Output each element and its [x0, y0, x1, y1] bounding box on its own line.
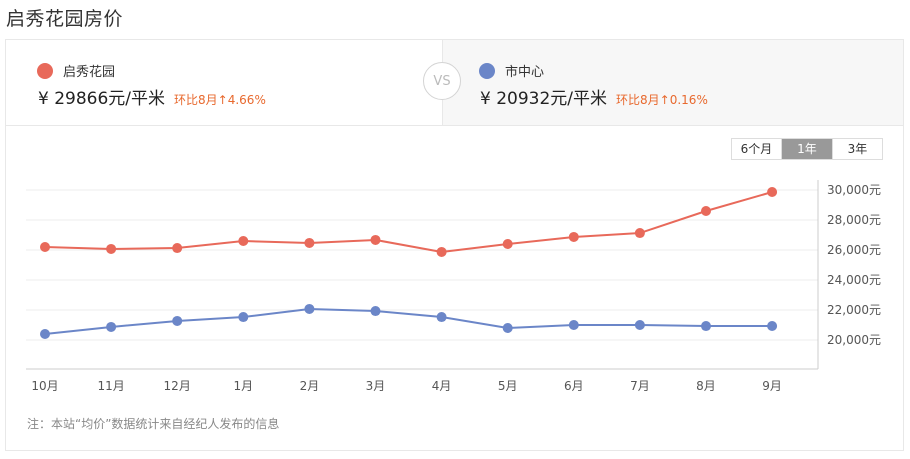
tab-6-months[interactable]: 6个月: [732, 139, 782, 159]
x-tick-label: 8月: [696, 379, 716, 393]
price-trend-chart: 20,000元 22,000元 24,000元 26,000元 28,000元 30,00…: [26, 180, 881, 393]
page-title: 启秀花园房价: [6, 8, 124, 30]
price-change: 环比8月↑4.66%: [174, 93, 266, 107]
price-change: 环比8月↑0.16%: [616, 93, 708, 107]
series-name: 市中心: [505, 65, 545, 80]
x-tick-label: 7月: [630, 379, 650, 393]
series-color-dot-icon: [479, 62, 495, 79]
x-tick-label: 4月: [432, 379, 452, 393]
tab-3-years[interactable]: 3年: [832, 139, 882, 159]
data-point[interactable]: [568, 231, 579, 242]
compare-header: 启秀花园 ¥ 29866元/平米 环比8月↑4.66% 市中心 ¥ 20932元…: [6, 40, 903, 126]
price-card: 启秀花园 ¥ 29866元/平米 环比8月↑4.66% 市中心 ¥ 20932元…: [5, 39, 904, 451]
data-point[interactable]: [502, 323, 513, 333]
data-point[interactable]: [701, 206, 711, 216]
y-tick-label: 30,000元: [827, 183, 881, 197]
data-point[interactable]: [634, 228, 645, 239]
data-point[interactable]: [40, 242, 50, 252]
series-line: [44, 307, 773, 335]
y-tick-label: 22,000元: [827, 303, 881, 317]
x-tick-label: 9月: [762, 379, 782, 393]
y-tick-label: 24,000元: [827, 273, 881, 287]
data-point[interactable]: [40, 329, 50, 339]
x-tick-label: 10月: [31, 379, 58, 393]
price-value: ¥ 29866元/平米: [38, 89, 166, 109]
data-point[interactable]: [502, 239, 513, 249]
series-name: 启秀花园: [63, 65, 116, 80]
data-point[interactable]: [172, 243, 183, 254]
data-point[interactable]: [370, 306, 381, 317]
y-tick-label: 26,000元: [827, 243, 881, 257]
x-tick-label: 2月: [300, 379, 320, 393]
x-tick-label: 1月: [233, 379, 253, 393]
y-tick-label: 20,000元: [827, 333, 881, 347]
x-tick-label: 11月: [97, 379, 124, 393]
tab-1-year[interactable]: 1年: [782, 139, 832, 159]
price-value: ¥ 20932元/平米: [480, 89, 608, 109]
y-tick-label: 28,000元: [827, 213, 881, 227]
data-point[interactable]: [106, 321, 117, 332]
data-point[interactable]: [106, 243, 117, 254]
x-tick-label: 3月: [366, 379, 386, 393]
x-tick-label: 12月: [164, 379, 191, 393]
data-point[interactable]: [634, 320, 645, 330]
data-point[interactable]: [172, 315, 183, 326]
data-point[interactable]: [701, 321, 711, 332]
vs-badge: VS: [423, 62, 461, 100]
data-point[interactable]: [304, 237, 315, 248]
series-line: [44, 191, 773, 253]
data-point[interactable]: [304, 303, 315, 314]
data-point[interactable]: [767, 187, 778, 198]
data-point[interactable]: [436, 246, 447, 257]
compare-right: 市中心 ¥ 20932元/平米 环比8月↑0.16%: [442, 40, 903, 125]
compare-left: 启秀花园 ¥ 29866元/平米 环比8月↑4.66%: [6, 40, 442, 125]
data-point[interactable]: [370, 234, 381, 245]
x-tick-label: 5月: [498, 379, 518, 393]
data-point[interactable]: [436, 312, 447, 323]
range-tabs: 6个月 1年 3年: [731, 138, 883, 160]
data-point[interactable]: [238, 236, 249, 246]
x-tick-label: 6月: [564, 379, 584, 393]
series-color-dot-icon: [37, 62, 53, 79]
data-point[interactable]: [767, 321, 778, 332]
footnote: 注：本站“均价”数据统计来自经纪人发布的信息: [27, 417, 280, 431]
data-point[interactable]: [238, 312, 249, 323]
data-point[interactable]: [568, 320, 579, 330]
